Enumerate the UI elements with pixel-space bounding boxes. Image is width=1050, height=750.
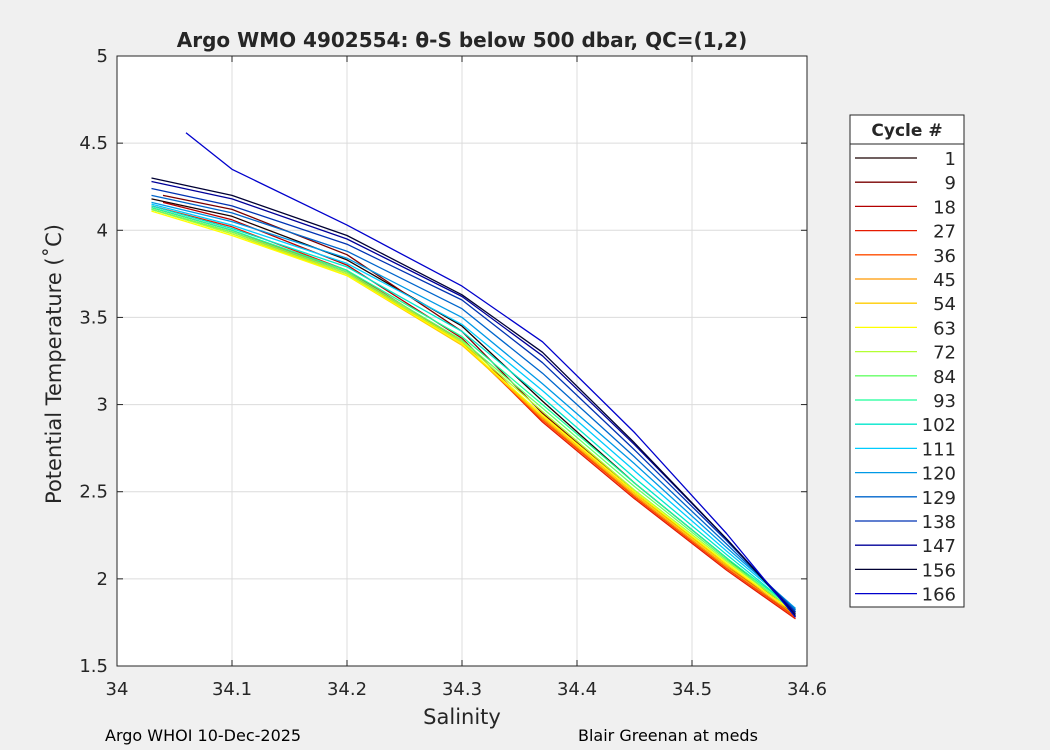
y-tick-label: 3 (97, 395, 108, 416)
x-tick-label: 34 (106, 679, 129, 700)
x-tick-label: 34.6 (787, 679, 827, 700)
series-line-cycle-156 (151, 177, 796, 616)
legend-label: 54 (933, 294, 956, 315)
x-axis-label: Salinity (423, 705, 501, 729)
legend-label: 156 (922, 560, 956, 581)
legend-label: 63 (933, 318, 956, 339)
y-tick-label: 4 (97, 220, 108, 241)
x-tick-label: 34.2 (327, 679, 367, 700)
series-layer (151, 132, 797, 620)
legend-label: 147 (922, 536, 956, 557)
series-line-cycle-166 (185, 132, 797, 618)
x-tick-label: 34.4 (557, 679, 597, 700)
legend-label: 18 (933, 197, 956, 218)
x-tick-labels: 34 34.1 34.2 34.3 34.4 34.5 34.6 (106, 679, 827, 700)
legend-label: 9 (945, 173, 956, 194)
y-tick-label: 2.5 (79, 482, 108, 503)
legend-box (849, 114, 965, 608)
footer-left-credit: Argo WHOI 10-Dec-2025 (105, 726, 302, 745)
legend-label: 102 (922, 415, 956, 436)
x-tick-label: 34.1 (212, 679, 252, 700)
y-tick-labels: 1.5 2 2.5 3 3.5 4 4.5 5 (79, 46, 108, 677)
footer-right-credit: Blair Greenan at meds (578, 726, 758, 745)
chart-title: Argo WMO 4902554: θ-S below 500 dbar, QC… (177, 28, 747, 52)
legend-label: 36 (933, 246, 956, 267)
legend-label: 129 (922, 488, 956, 509)
legend-title: Cycle # (871, 121, 942, 141)
series-line-cycle-129 (151, 194, 796, 611)
series-line-cycle-102 (151, 205, 796, 611)
legend-label: 72 (933, 343, 956, 364)
legend-label: 138 (922, 512, 956, 533)
legend-label: 93 (933, 391, 956, 412)
legend-label: 45 (933, 270, 956, 291)
y-tick-label: 4.5 (79, 133, 108, 154)
y-tick-label: 2 (97, 569, 108, 590)
series-line-cycle-138 (151, 187, 796, 613)
legend-label: 120 (922, 464, 956, 485)
series-line-cycle-111 (151, 203, 796, 609)
series-line-cycle-93 (151, 206, 796, 611)
legend-entries: 1 9 18 27 36 45 54 63 72 84 93 102 111 120 129 138 147 15… (855, 149, 956, 606)
legend-label: 111 (922, 439, 956, 460)
x-tick-label: 34.5 (672, 679, 712, 700)
legend: Cycle # 1 9 18 27 36 45 54 63 72 84 93 102 111 120 129… (849, 114, 965, 608)
legend-label: 1 (945, 149, 956, 170)
y-tick-label: 3.5 (79, 307, 108, 328)
legend-label: 27 (933, 222, 956, 243)
y-tick-label: 5 (97, 46, 108, 67)
series-line-cycle-72 (151, 208, 796, 613)
series-line-cycle-120 (151, 201, 796, 609)
legend-label: 166 (922, 585, 956, 606)
series-line-cycle-84 (151, 208, 796, 613)
y-tick-label: 1.5 (79, 656, 108, 677)
series-line-cycle-63 (151, 210, 796, 615)
x-tick-label: 34.3 (442, 679, 482, 700)
axis-ticks (116, 55, 808, 667)
legend-label: 84 (933, 367, 956, 388)
y-axis-label: Potential Temperature (˚C) (42, 224, 66, 504)
